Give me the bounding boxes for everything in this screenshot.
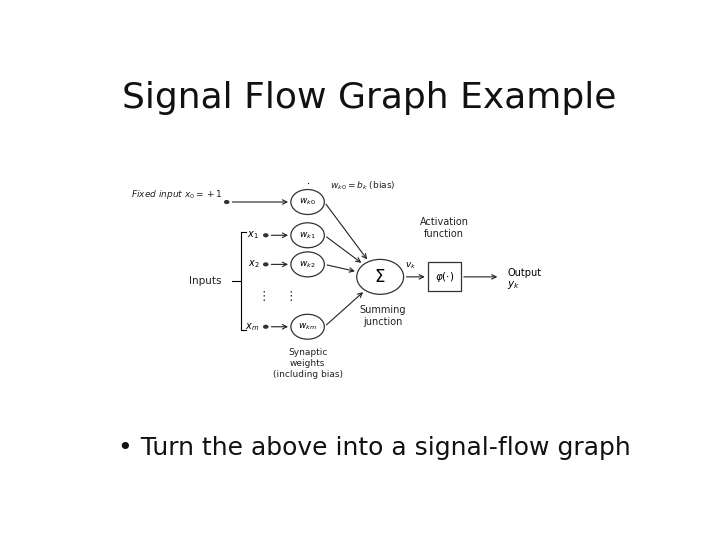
Circle shape [291, 252, 324, 277]
Text: $y_k$: $y_k$ [508, 279, 521, 291]
Text: Synaptic
weights
(including bias): Synaptic weights (including bias) [273, 348, 343, 379]
Text: $w_{k0}$: $w_{k0}$ [300, 197, 316, 207]
Text: $\vdots$: $\vdots$ [284, 288, 292, 302]
Circle shape [224, 200, 230, 204]
Text: $v_k$: $v_k$ [405, 260, 416, 271]
Circle shape [263, 262, 269, 266]
Text: Output: Output [508, 268, 541, 278]
Text: $w_{k0} = b_k$ (bias): $w_{k0} = b_k$ (bias) [330, 179, 395, 192]
Text: Activation
function: Activation function [420, 217, 469, 239]
Circle shape [291, 314, 324, 339]
Text: Inputs: Inputs [189, 276, 221, 286]
Circle shape [356, 259, 404, 294]
Circle shape [291, 223, 324, 248]
Circle shape [291, 190, 324, 214]
Text: $x_m$: $x_m$ [245, 321, 259, 333]
Circle shape [263, 233, 269, 238]
Text: $\cdot$: $\cdot$ [305, 178, 310, 188]
Bar [428, 262, 461, 292]
Text: $w_{k1}$: $w_{k1}$ [300, 230, 316, 240]
Text: $x_1$: $x_1$ [248, 230, 259, 241]
Text: Summing
junction: Summing junction [360, 305, 406, 327]
Text: $\varphi(\cdot)$: $\varphi(\cdot)$ [435, 270, 454, 284]
Text: $w_{km}$: $w_{km}$ [298, 321, 317, 332]
Text: $\vdots$: $\vdots$ [257, 288, 266, 302]
Text: $w_{k2}$: $w_{k2}$ [300, 259, 316, 269]
Text: $\Sigma$: $\Sigma$ [374, 268, 386, 286]
Text: $x_2$: $x_2$ [248, 259, 259, 271]
Text: Fixed input $x_0 = +1$: Fixed input $x_0 = +1$ [130, 188, 222, 201]
Circle shape [263, 325, 269, 329]
Text: Signal Flow Graph Example: Signal Flow Graph Example [122, 82, 616, 116]
Text: • Turn the above into a signal-flow graph: • Turn the above into a signal-flow grap… [118, 436, 631, 460]
